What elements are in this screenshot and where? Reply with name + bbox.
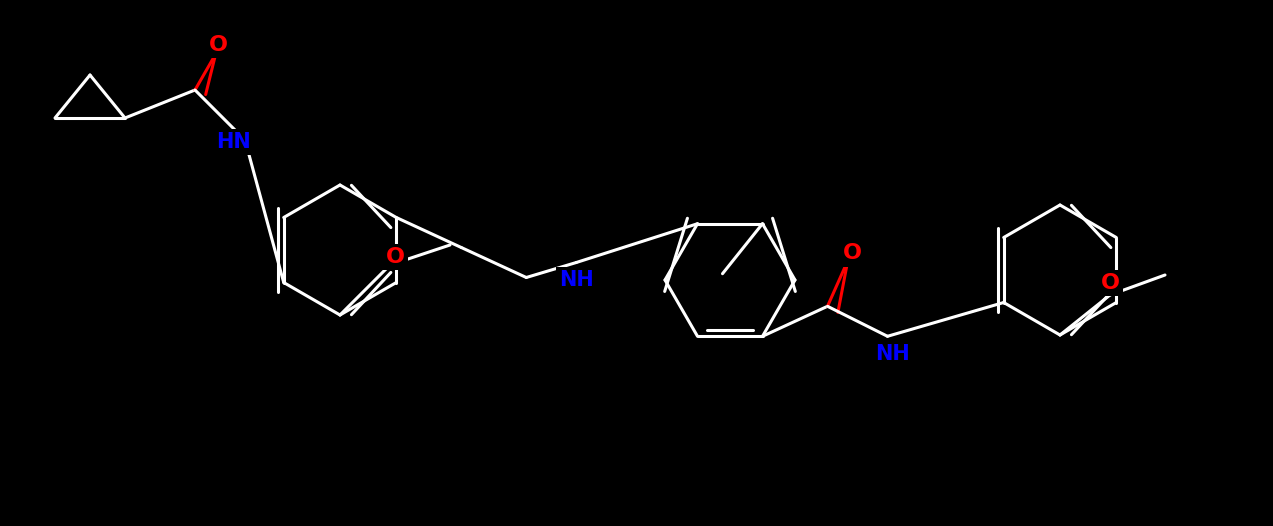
- Text: O: O: [1100, 273, 1119, 293]
- Text: O: O: [209, 35, 228, 55]
- Text: O: O: [843, 244, 862, 264]
- Text: NH: NH: [875, 345, 910, 365]
- Text: O: O: [386, 247, 405, 267]
- Text: HN: HN: [215, 132, 251, 152]
- Text: NH: NH: [559, 270, 593, 290]
